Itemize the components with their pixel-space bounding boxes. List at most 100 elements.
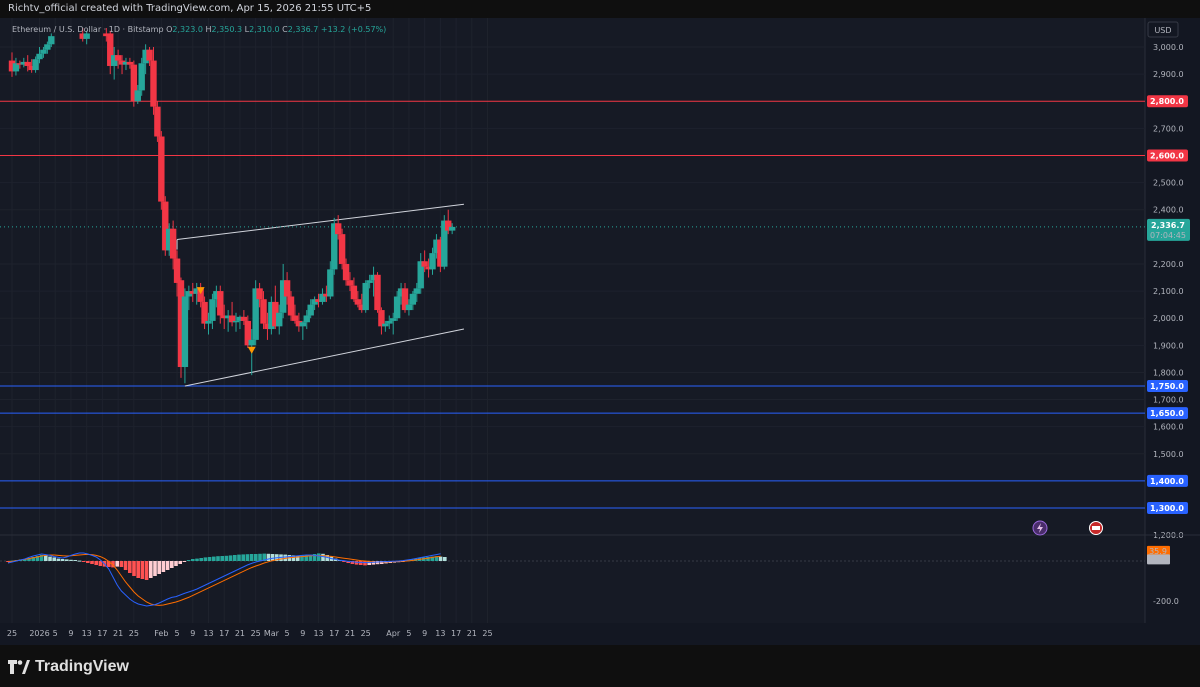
candle-body-down[interactable]	[197, 288, 204, 302]
candle-body-down[interactable]	[323, 293, 330, 297]
candle-body-down[interactable]	[217, 291, 224, 316]
candle-body-up[interactable]	[382, 323, 389, 327]
candle-body-up[interactable]	[268, 301, 275, 330]
candle-body-down[interactable]	[189, 291, 196, 294]
candle-body-up[interactable]	[122, 61, 130, 65]
candle-body-down[interactable]	[126, 61, 134, 65]
candle-body-down[interactable]	[378, 310, 385, 327]
candle-body-up[interactable]	[134, 90, 141, 102]
candle-body-down[interactable]	[150, 60, 157, 107]
candle-body-up[interactable]	[185, 291, 193, 297]
candle-body-down[interactable]	[421, 261, 428, 267]
candle-body-up[interactable]	[248, 339, 255, 346]
candle-body-up[interactable]	[213, 291, 220, 300]
candle-body-up[interactable]	[311, 299, 318, 305]
candle-body-down[interactable]	[358, 304, 365, 311]
candle-body-down[interactable]	[118, 60, 126, 65]
candle-body-up[interactable]	[409, 293, 417, 305]
candle-body-up[interactable]	[232, 320, 240, 323]
candle-body-down[interactable]	[346, 280, 354, 286]
candle-body-up[interactable]	[209, 299, 216, 321]
candle-body-down[interactable]	[240, 316, 248, 321]
candle-body-up[interactable]	[303, 315, 310, 323]
candle-body-up[interactable]	[276, 312, 283, 327]
candle-body-up[interactable]	[32, 59, 39, 71]
candle-body-down[interactable]	[158, 136, 165, 202]
candle-body-down[interactable]	[260, 299, 267, 324]
candle-body-up[interactable]	[252, 288, 259, 340]
candle-body-down[interactable]	[114, 55, 122, 61]
candle-body-up[interactable]	[20, 61, 27, 65]
candle-body-up[interactable]	[362, 282, 369, 311]
tradingview-logo[interactable]: TradingView	[8, 658, 129, 676]
candle-body-down[interactable]	[79, 33, 86, 39]
candle-body-up[interactable]	[429, 253, 436, 270]
candle-body-up[interactable]	[448, 226, 456, 231]
candle-body-down[interactable]	[107, 33, 114, 66]
candle-body-down[interactable]	[16, 63, 24, 65]
candle-body-down[interactable]	[162, 201, 169, 251]
candle-body-up[interactable]	[40, 49, 47, 54]
candle-body-down[interactable]	[264, 323, 271, 330]
candle-body-up[interactable]	[166, 228, 173, 251]
candle-body-down[interactable]	[342, 263, 350, 281]
candle-body-down[interactable]	[437, 239, 444, 267]
candle-body-up[interactable]	[279, 280, 287, 313]
candle-body-down[interactable]	[28, 65, 35, 71]
candle-body-up[interactable]	[307, 304, 314, 316]
candle-body-down[interactable]	[445, 220, 452, 231]
candle-body-down[interactable]	[338, 234, 346, 264]
candle-body-down[interactable]	[401, 288, 409, 311]
candle-body-up[interactable]	[393, 296, 401, 319]
candle-body-down[interactable]	[154, 106, 161, 137]
candle-body-down[interactable]	[334, 223, 342, 235]
candle-body-up[interactable]	[417, 261, 424, 289]
candle-body-down[interactable]	[169, 228, 177, 259]
candle-body-up[interactable]	[390, 318, 397, 321]
candle-body-up[interactable]	[397, 288, 405, 297]
candle-body-up[interactable]	[83, 33, 90, 39]
candle-body-down[interactable]	[24, 61, 31, 66]
candle-body-up[interactable]	[142, 49, 149, 64]
candle-body-up[interactable]	[138, 63, 145, 91]
candle-body-up[interactable]	[441, 220, 448, 267]
candle-body-up[interactable]	[193, 288, 200, 294]
currency-badge[interactable]	[1147, 21, 1179, 38]
candle-body-down[interactable]	[103, 33, 110, 37]
candle-body-down[interactable]	[425, 266, 432, 270]
candle-body-up[interactable]	[331, 223, 338, 270]
candle-body-down[interactable]	[272, 301, 279, 327]
candle-body-up[interactable]	[12, 63, 20, 72]
candle-body-down[interactable]	[177, 280, 185, 368]
channel-upper-line[interactable]	[176, 203, 465, 241]
candle-body-down[interactable]	[295, 320, 303, 327]
candle-body-up[interactable]	[319, 293, 326, 302]
candle-body-up[interactable]	[370, 274, 377, 281]
signal-marker-triangle-down[interactable]	[196, 287, 205, 295]
candle-body-down[interactable]	[173, 258, 181, 283]
candle-body-down[interactable]	[291, 315, 299, 321]
candle-body-up[interactable]	[44, 44, 51, 50]
candle-body-up[interactable]	[110, 55, 118, 66]
candle-body-down[interactable]	[283, 280, 291, 297]
candle-body-up[interactable]	[327, 269, 334, 297]
candle-body-down[interactable]	[146, 49, 153, 61]
candle-body-down[interactable]	[287, 296, 295, 316]
candle-body-up[interactable]	[386, 320, 393, 324]
candle-body-up[interactable]	[224, 315, 232, 319]
candle-body-down[interactable]	[228, 315, 236, 323]
candle-body-down[interactable]	[201, 301, 208, 324]
candle-body-down[interactable]	[374, 274, 381, 311]
candle-body-down[interactable]	[130, 64, 138, 102]
candle-body-down[interactable]	[244, 320, 251, 346]
candle-body-down[interactable]	[256, 288, 263, 300]
candle-body-up[interactable]	[205, 320, 212, 324]
candle-body-down[interactable]	[354, 299, 362, 305]
candle-body-down[interactable]	[221, 315, 228, 319]
candle-body-up[interactable]	[181, 296, 189, 368]
candle-body-up[interactable]	[36, 53, 43, 60]
channel-lower-line[interactable]	[184, 328, 465, 387]
candle-body-up[interactable]	[299, 322, 307, 327]
candle-body-up[interactable]	[236, 316, 244, 321]
candle-body-up[interactable]	[433, 239, 440, 254]
